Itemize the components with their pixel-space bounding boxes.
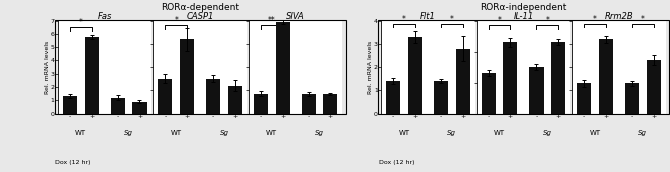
Text: Sg: Sg (543, 130, 552, 136)
Bar (84, 37, 98, 114)
Text: *: * (641, 15, 645, 24)
Text: Dox (12 hr): Dox (12 hr) (379, 160, 414, 165)
Bar (503, 42, 517, 114)
Bar (158, 79, 172, 114)
Text: WT: WT (494, 130, 505, 136)
Bar (434, 81, 448, 114)
Text: Sg: Sg (448, 130, 456, 136)
Bar (254, 94, 268, 114)
Text: Sg: Sg (124, 130, 133, 136)
Text: Sg: Sg (220, 130, 228, 136)
Bar (577, 83, 591, 114)
Bar (625, 83, 639, 114)
Text: **: ** (268, 16, 275, 25)
Bar (302, 94, 316, 114)
Text: *: * (498, 16, 501, 25)
Bar (386, 81, 400, 114)
Text: *: * (174, 16, 178, 25)
Text: WT: WT (399, 130, 409, 136)
Bar (111, 98, 125, 114)
Y-axis label: Rel. mRNA levels: Rel. mRNA levels (45, 40, 50, 94)
Bar (180, 39, 194, 114)
Bar (529, 67, 543, 114)
Text: *: * (593, 15, 597, 24)
Bar (482, 73, 496, 114)
Y-axis label: Rel. mRNA levels: Rel. mRNA levels (369, 40, 373, 94)
Text: Sg: Sg (639, 130, 647, 136)
Text: RORα-independent: RORα-independent (480, 3, 567, 12)
Text: WT: WT (75, 130, 86, 136)
Bar (324, 94, 338, 114)
Bar (599, 39, 613, 114)
Title: SIVA: SIVA (286, 12, 305, 21)
Title: Flt1: Flt1 (420, 12, 436, 21)
Title: CASP1: CASP1 (186, 12, 214, 21)
Bar (133, 102, 147, 114)
Text: Sg: Sg (315, 130, 324, 136)
Bar (551, 42, 565, 114)
Text: WT: WT (590, 130, 600, 136)
Bar (63, 96, 77, 114)
Text: Dox (12 hr): Dox (12 hr) (55, 160, 90, 165)
Title: Fas: Fas (98, 12, 112, 21)
Text: *: * (545, 16, 549, 25)
Bar (206, 79, 220, 114)
Bar (647, 60, 661, 114)
Text: RORα-dependent: RORα-dependent (161, 3, 239, 12)
Bar (228, 86, 242, 114)
Text: *: * (450, 15, 454, 24)
Bar (408, 37, 422, 114)
Text: WT: WT (266, 130, 277, 136)
Text: WT: WT (171, 130, 182, 136)
Title: Rrm2B: Rrm2B (604, 12, 633, 21)
Text: *: * (79, 18, 82, 27)
Title: IL-11: IL-11 (513, 12, 533, 21)
Text: *: * (402, 15, 406, 24)
Bar (275, 22, 289, 114)
Bar (456, 49, 470, 114)
